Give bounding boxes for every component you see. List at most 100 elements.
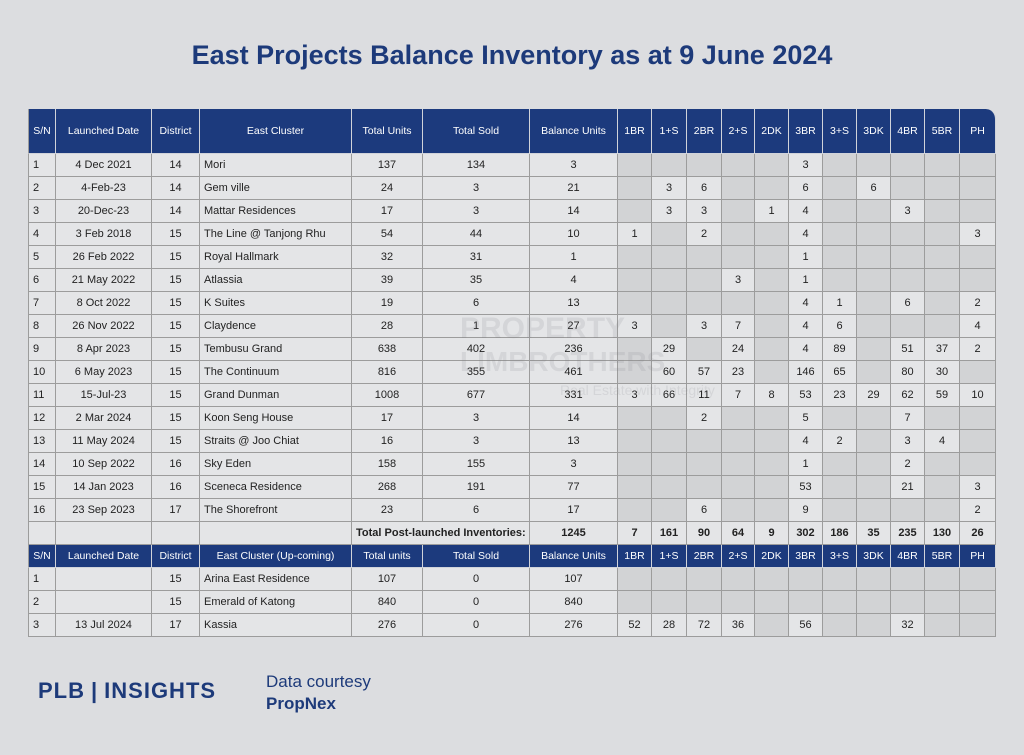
table-cell: 28 xyxy=(652,614,687,637)
table-cell: 7 xyxy=(722,384,755,407)
table-cell: 0 xyxy=(423,614,530,637)
table-cell: 236 xyxy=(530,338,618,361)
column-header: East Cluster xyxy=(200,109,352,154)
table-cell xyxy=(618,269,652,292)
table-cell: 6 xyxy=(423,499,530,522)
table-cell xyxy=(960,591,996,614)
table-cell: 2 xyxy=(687,407,722,430)
table-cell xyxy=(857,315,891,338)
total-cell: 130 xyxy=(925,522,960,545)
column-header: District xyxy=(152,545,200,568)
column-header: PH xyxy=(960,545,996,568)
table-cell xyxy=(960,361,996,384)
table-cell: 2 xyxy=(891,453,925,476)
table-cell xyxy=(652,407,687,430)
table-cell xyxy=(755,292,789,315)
table-cell: Mattar Residences xyxy=(200,200,352,223)
column-header: 3+S xyxy=(823,545,857,568)
table-cell: 2 xyxy=(687,223,722,246)
table-cell xyxy=(652,315,687,338)
table-cell: 7 xyxy=(722,315,755,338)
table-cell: 4 xyxy=(789,292,823,315)
table-cell: 56 xyxy=(789,614,823,637)
table-row: 8 26 Nov 2022 15 Claydence 28 1 27 3 3 7 4 6 4 xyxy=(28,315,996,338)
table-cell: 3 xyxy=(423,200,530,223)
table-cell xyxy=(857,407,891,430)
table-cell xyxy=(960,177,996,200)
table-cell xyxy=(722,476,755,499)
column-header: 2DK xyxy=(755,109,789,154)
column-header: 5BR xyxy=(925,545,960,568)
table-cell: 15 xyxy=(28,476,56,499)
table-cell xyxy=(722,177,755,200)
column-header: Balance Units xyxy=(530,545,618,568)
table-cell xyxy=(618,407,652,430)
table-cell xyxy=(960,407,996,430)
table-cell xyxy=(925,154,960,177)
table-cell xyxy=(755,614,789,637)
table-row: 2 15 Emerald of Katong 840 0 840 xyxy=(28,591,996,614)
table-cell: Claydence xyxy=(200,315,352,338)
table-cell: Koon Seng House xyxy=(200,407,352,430)
total-cell: 186 xyxy=(823,522,857,545)
table-cell xyxy=(28,522,56,545)
table-cell: 10 xyxy=(28,361,56,384)
table-cell: 5 xyxy=(789,407,823,430)
table-cell xyxy=(857,361,891,384)
table-cell xyxy=(618,177,652,200)
table-cell: 72 xyxy=(687,614,722,637)
table-cell xyxy=(687,292,722,315)
table-cell: 13 xyxy=(530,430,618,453)
table-cell: 2 xyxy=(823,430,857,453)
table-cell: The Shorefront xyxy=(200,499,352,522)
table-cell: 6 xyxy=(857,177,891,200)
table-row: 13 11 May 2024 15 Straits @ Joo Chiat 16 3 13 4… xyxy=(28,430,996,453)
table-cell xyxy=(857,200,891,223)
table-cell xyxy=(823,568,857,591)
table-cell: 4 xyxy=(789,315,823,338)
table-cell: 59 xyxy=(925,384,960,407)
column-header: Total units xyxy=(352,545,423,568)
table-cell: 1 xyxy=(28,154,56,177)
table-cell: 4 xyxy=(789,338,823,361)
column-header: Total Sold xyxy=(423,545,530,568)
table-cell xyxy=(722,407,755,430)
table-cell: 65 xyxy=(823,361,857,384)
table-cell xyxy=(857,568,891,591)
table-cell: 13 xyxy=(530,292,618,315)
table-cell: 14 xyxy=(530,407,618,430)
table-cell: 60 xyxy=(652,361,687,384)
table-cell xyxy=(755,338,789,361)
table-cell xyxy=(960,430,996,453)
table-cell: 4 xyxy=(530,269,618,292)
table-cell: Mori xyxy=(200,154,352,177)
table-cell: 12 xyxy=(28,407,56,430)
table-cell xyxy=(960,154,996,177)
table-cell xyxy=(755,223,789,246)
table-cell xyxy=(891,591,925,614)
table-cell: 15 xyxy=(152,269,200,292)
table-cell: Gem ville xyxy=(200,177,352,200)
table-cell xyxy=(925,292,960,315)
table-cell xyxy=(755,315,789,338)
table-cell: Royal Hallmark xyxy=(200,246,352,269)
table-cell: 1 xyxy=(530,246,618,269)
table-cell: 107 xyxy=(352,568,423,591)
table-cell: 3 xyxy=(423,177,530,200)
table-cell: 35 xyxy=(423,269,530,292)
table-cell: 2 xyxy=(28,177,56,200)
table-cell: 677 xyxy=(423,384,530,407)
table-cell: 16 xyxy=(28,499,56,522)
table-cell xyxy=(789,591,823,614)
table-cell: 17 xyxy=(352,407,423,430)
table-cell: 3 xyxy=(789,154,823,177)
table-cell xyxy=(960,269,996,292)
table-cell: 1008 xyxy=(352,384,423,407)
logo-divider: | xyxy=(91,678,99,703)
column-header: 3DK xyxy=(857,109,891,154)
table-cell xyxy=(755,453,789,476)
table-cell: 10 xyxy=(960,384,996,407)
table-cell: 44 xyxy=(423,223,530,246)
table-cell xyxy=(618,154,652,177)
